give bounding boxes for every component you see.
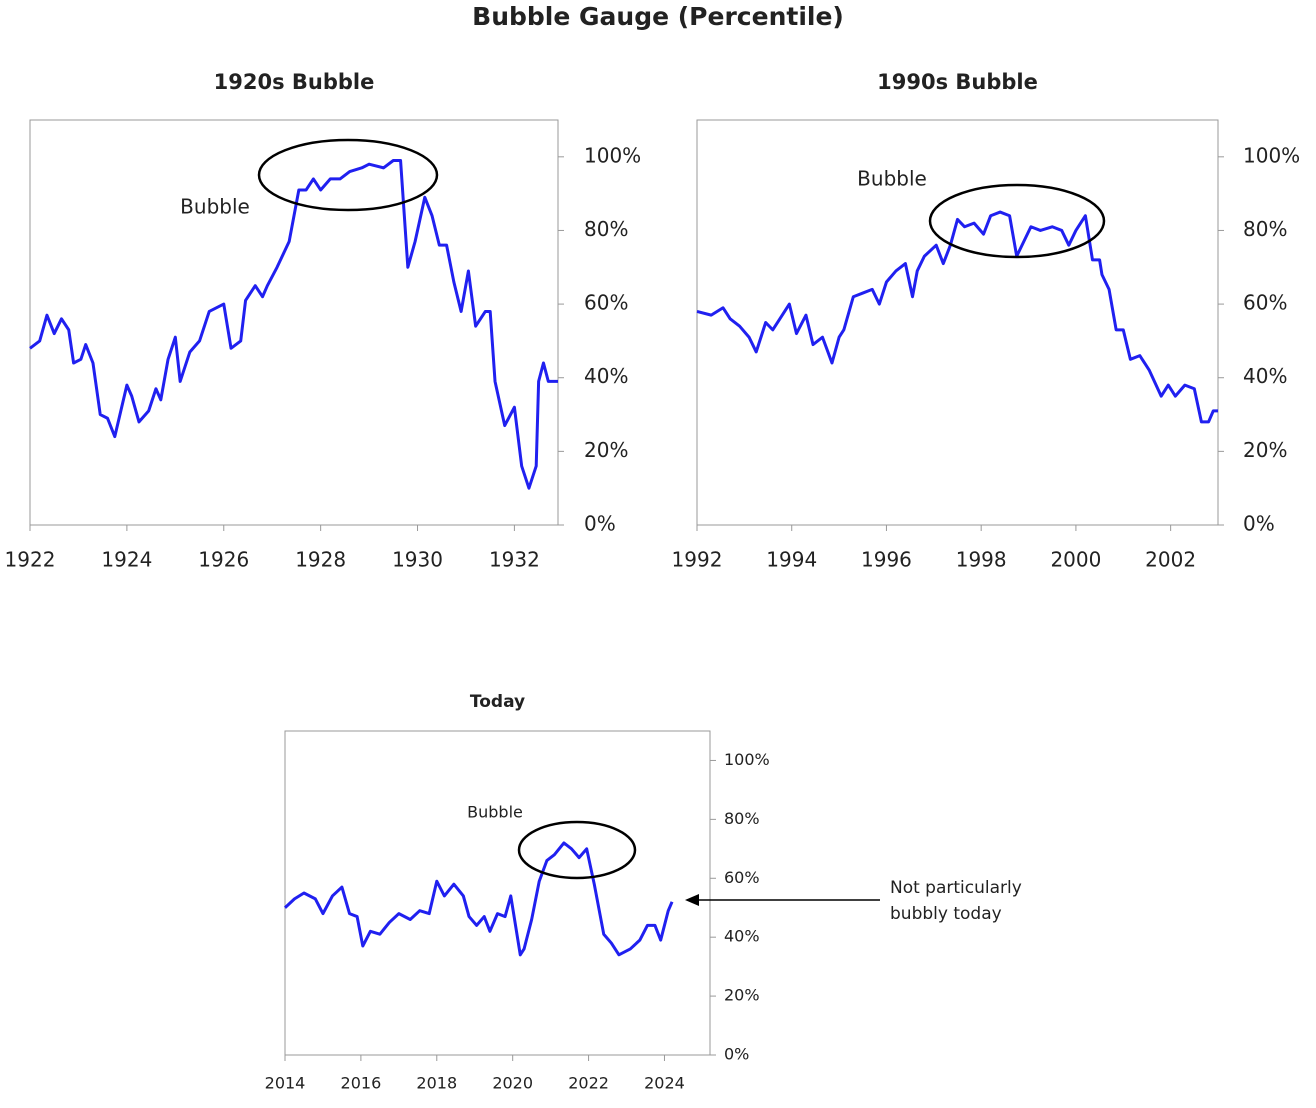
- y-tick-label: 20%: [584, 438, 628, 462]
- y-tick-label: 60%: [724, 868, 760, 887]
- x-tick-label: 1928: [295, 548, 346, 572]
- x-tick-label: 2018: [416, 1074, 457, 1093]
- chart-title: 1920s Bubble: [214, 70, 375, 94]
- x-tick-label: 1926: [198, 548, 249, 572]
- x-tick-label: 2000: [1050, 548, 1101, 572]
- y-tick-label: 80%: [1243, 217, 1287, 241]
- y-tick-label: 80%: [584, 217, 628, 241]
- data-line: [29, 159, 558, 490]
- x-tick-label: 2016: [341, 1074, 382, 1093]
- x-tick-label: 1994: [766, 548, 817, 572]
- note-line: bubbly today: [890, 904, 1002, 924]
- y-tick-label: 40%: [1243, 364, 1287, 388]
- annotation: Bubble: [180, 195, 250, 219]
- x-tick-label: 2024: [644, 1074, 685, 1093]
- x-tick-label: 1930: [392, 548, 443, 572]
- y-tick-label: 0%: [724, 1045, 749, 1064]
- y-tick-label: 40%: [584, 364, 628, 388]
- x-tick-label: 1998: [956, 548, 1007, 572]
- y-tick-label: 40%: [724, 927, 760, 946]
- x-tick-label: 2020: [492, 1074, 533, 1093]
- bubble-circle: [517, 820, 637, 880]
- bubble-circle: [928, 183, 1106, 259]
- y-tick-label: 100%: [584, 143, 641, 167]
- figure-title: Bubble Gauge (Percentile): [472, 2, 844, 31]
- data-line: [696, 210, 1218, 424]
- note-arrowhead: [685, 894, 699, 906]
- y-tick-label: 100%: [1243, 143, 1300, 167]
- chart-title: Today: [470, 692, 525, 712]
- y-tick-label: 20%: [1243, 438, 1287, 462]
- x-tick-label: 1996: [861, 548, 912, 572]
- x-tick-label: 2002: [1145, 548, 1196, 572]
- y-tick-label: 80%: [724, 809, 760, 828]
- y-tick-label: 60%: [1243, 291, 1287, 315]
- y-tick-label: 60%: [584, 291, 628, 315]
- x-tick-label: 1932: [489, 548, 540, 572]
- x-tick-label: 2014: [265, 1074, 306, 1093]
- x-tick-label: 1922: [5, 548, 56, 572]
- annotation: Bubble: [857, 167, 927, 191]
- bubble-circle: [257, 138, 439, 212]
- x-tick-label: 1924: [101, 548, 152, 572]
- x-tick-label: 1992: [672, 548, 723, 572]
- plot-frame: [284, 730, 711, 1056]
- plot-frame: [29, 119, 559, 526]
- data-line: [283, 841, 674, 957]
- x-tick-label: 2022: [568, 1074, 609, 1093]
- y-tick-label: 0%: [584, 512, 616, 536]
- chart-title: 1990s Bubble: [877, 70, 1038, 94]
- plot-frame: [696, 119, 1219, 526]
- y-tick-label: 100%: [724, 750, 770, 769]
- note-line: Not particularly: [890, 878, 1022, 898]
- y-tick-label: 20%: [724, 986, 760, 1005]
- annotation: Bubble: [467, 803, 523, 822]
- y-tick-label: 0%: [1243, 512, 1275, 536]
